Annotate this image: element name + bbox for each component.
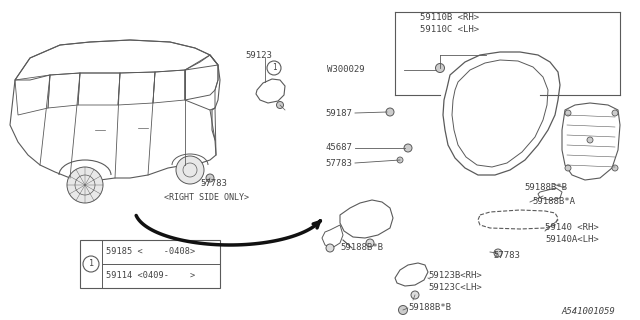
- Text: 59140 <RH>: 59140 <RH>: [545, 223, 599, 233]
- Text: 59123B<RH>: 59123B<RH>: [428, 271, 482, 281]
- Circle shape: [366, 239, 374, 247]
- Text: 59123C<LH>: 59123C<LH>: [428, 283, 482, 292]
- Text: 59188B*B: 59188B*B: [340, 244, 383, 252]
- Circle shape: [206, 174, 214, 182]
- Circle shape: [176, 156, 204, 184]
- Circle shape: [612, 165, 618, 171]
- Text: 59188B*A: 59188B*A: [532, 197, 575, 206]
- Circle shape: [494, 249, 502, 257]
- Text: 1: 1: [272, 63, 276, 73]
- Text: 59188B*B: 59188B*B: [408, 303, 451, 313]
- Text: 57783: 57783: [325, 158, 352, 167]
- Text: 59123: 59123: [245, 51, 272, 60]
- Text: 1: 1: [88, 260, 93, 268]
- Circle shape: [276, 101, 284, 108]
- Text: 59140A<LH>: 59140A<LH>: [545, 236, 599, 244]
- Text: W300029: W300029: [327, 66, 365, 75]
- Text: 59110B <RH>: 59110B <RH>: [420, 13, 479, 22]
- Circle shape: [587, 137, 593, 143]
- Circle shape: [435, 63, 445, 73]
- Circle shape: [386, 108, 394, 116]
- Text: 59114 <0409-    >: 59114 <0409- >: [106, 271, 195, 281]
- Text: 59187: 59187: [325, 108, 352, 117]
- Circle shape: [404, 144, 412, 152]
- Text: 59185 <    -0408>: 59185 < -0408>: [106, 247, 195, 257]
- Text: 57783: 57783: [493, 251, 520, 260]
- Circle shape: [67, 167, 103, 203]
- Text: 59188B*B: 59188B*B: [524, 183, 567, 193]
- Bar: [80, 240, 220, 288]
- Circle shape: [397, 157, 403, 163]
- Text: 57783: 57783: [200, 179, 227, 188]
- Text: 45687: 45687: [325, 143, 352, 153]
- Text: <RIGHT SIDE ONLY>: <RIGHT SIDE ONLY>: [164, 193, 250, 202]
- Circle shape: [411, 291, 419, 299]
- Circle shape: [565, 110, 571, 116]
- Circle shape: [326, 244, 334, 252]
- Circle shape: [399, 306, 408, 315]
- Text: 59110C <LH>: 59110C <LH>: [420, 26, 479, 35]
- Circle shape: [565, 165, 571, 171]
- Text: A541001059: A541001059: [561, 308, 615, 316]
- Circle shape: [612, 110, 618, 116]
